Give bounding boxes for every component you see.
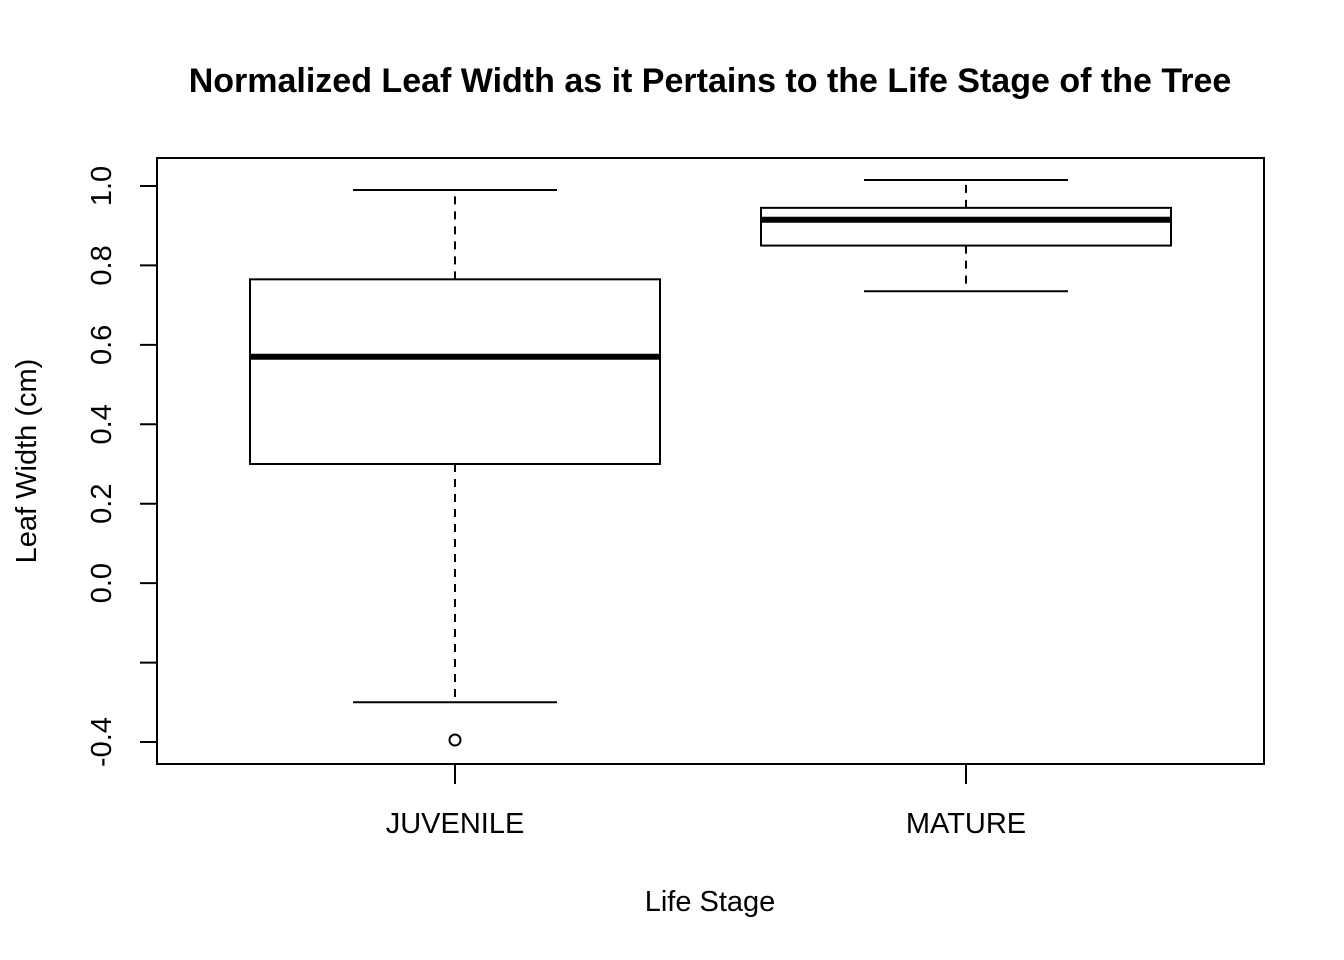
y-axis: -0.4 0.0 0.2 0.4 0.6 0.8 1.0 [86, 166, 158, 767]
outlier-point [448, 733, 462, 747]
y-axis-label: Leaf Width (cm) [11, 359, 43, 564]
y-tick-label: 0.8 [86, 245, 118, 285]
x-tick-label: JUVENILE [386, 808, 525, 840]
chart-title: Normalized Leaf Width as it Pertains to … [189, 62, 1232, 100]
y-tick-label: -0.4 [86, 717, 118, 767]
boxes-layer [249, 179, 1172, 747]
y-tick-label: 0.2 [86, 484, 118, 524]
x-axis: JUVENILE MATURE [386, 764, 1026, 840]
x-tick-label: MATURE [906, 808, 1026, 840]
y-tick-label: 0.4 [86, 404, 118, 444]
iqr-box [760, 206, 1172, 247]
box-mature [760, 179, 1172, 293]
y-tick-label: 1.0 [86, 166, 118, 206]
y-tick-label: 0.6 [86, 325, 118, 365]
x-axis-label: Life Stage [645, 886, 776, 918]
iqr-box [249, 278, 661, 466]
box-juvenile [249, 188, 661, 747]
y-tick-label: 0.0 [86, 563, 118, 603]
